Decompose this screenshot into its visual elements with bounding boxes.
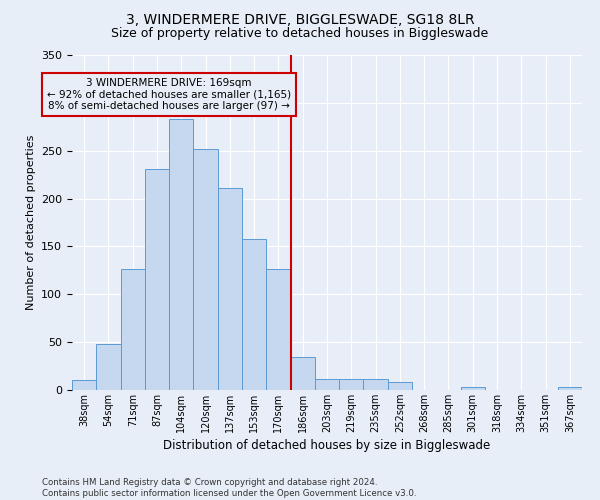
Bar xyxy=(96,344,121,390)
Bar xyxy=(461,387,485,390)
Bar xyxy=(339,380,364,390)
Bar xyxy=(558,387,582,390)
Bar xyxy=(290,356,315,390)
Text: Size of property relative to detached houses in Biggleswade: Size of property relative to detached ho… xyxy=(112,28,488,40)
Text: 3 WINDERMERE DRIVE: 169sqm
← 92% of detached houses are smaller (1,165)
8% of se: 3 WINDERMERE DRIVE: 169sqm ← 92% of deta… xyxy=(47,78,291,111)
Bar xyxy=(121,270,145,390)
Bar xyxy=(315,380,339,390)
Bar xyxy=(145,169,169,390)
Bar xyxy=(266,270,290,390)
Bar xyxy=(364,380,388,390)
Y-axis label: Number of detached properties: Number of detached properties xyxy=(26,135,35,310)
Bar xyxy=(388,382,412,390)
Bar xyxy=(72,380,96,390)
Text: 3, WINDERMERE DRIVE, BIGGLESWADE, SG18 8LR: 3, WINDERMERE DRIVE, BIGGLESWADE, SG18 8… xyxy=(125,12,475,26)
Bar xyxy=(169,119,193,390)
Bar xyxy=(242,239,266,390)
Bar xyxy=(218,188,242,390)
X-axis label: Distribution of detached houses by size in Biggleswade: Distribution of detached houses by size … xyxy=(163,439,491,452)
Bar xyxy=(193,149,218,390)
Text: Contains HM Land Registry data © Crown copyright and database right 2024.
Contai: Contains HM Land Registry data © Crown c… xyxy=(42,478,416,498)
